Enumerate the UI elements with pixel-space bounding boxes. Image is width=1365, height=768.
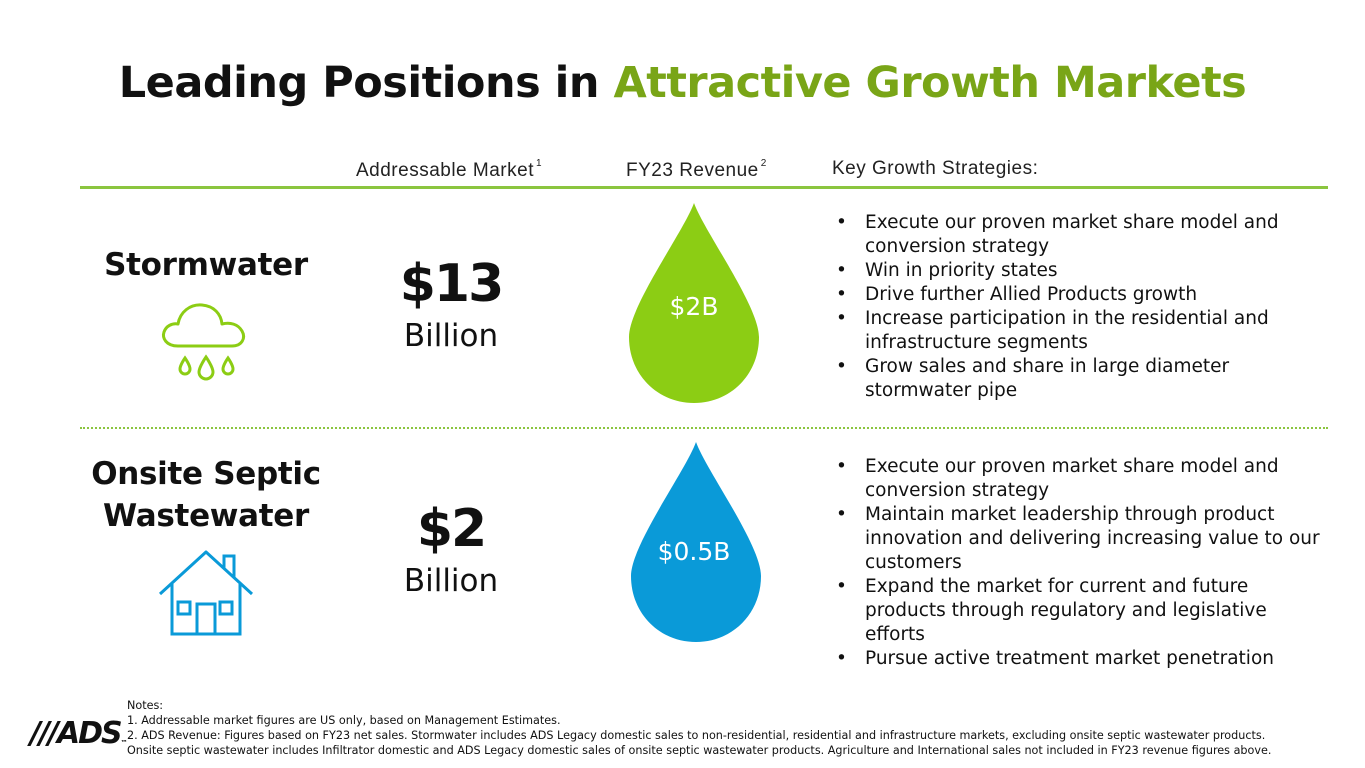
market-value-septic: $2 (416, 499, 487, 559)
list-item: Execute our proven market share model an… (832, 211, 1332, 259)
column-header-strategies: Key Growth Strategies: (832, 158, 1039, 179)
list-item: Pursue active treatment market penetrati… (832, 647, 1332, 671)
rain-cloud-icon (162, 303, 246, 381)
title-accent: Attractive Growth Markets (613, 58, 1247, 108)
strategy-list-septic: Execute our proven market share model an… (832, 455, 1332, 671)
revenue-drop-stormwater (629, 203, 759, 403)
note-line: 2. ADS Revenue: Figures based on FY23 ne… (127, 729, 1266, 742)
revenue-value-septic: $0.5B (657, 537, 731, 566)
market-unit-septic: Billion (403, 563, 499, 599)
list-item: Expand the market for current and future… (832, 575, 1332, 647)
header-divider (80, 186, 1328, 189)
list-item: Increase participation in the residentia… (832, 307, 1332, 355)
ads-logo: ///ADS™ (30, 716, 128, 751)
footnotes: Notes: 1. Addressable market figures are… (127, 698, 1352, 758)
revenue-value-stormwater: $2B (669, 292, 719, 321)
list-item: Win in priority states (832, 259, 1332, 283)
note-line: Onsite septic wastewater includes Infilt… (127, 744, 1272, 757)
market-unit-stormwater: Billion (403, 318, 499, 354)
list-item: Drive further Allied Products growth (832, 283, 1332, 307)
list-item: Execute our proven market share model an… (832, 455, 1332, 503)
house-icon (158, 550, 254, 636)
title-main: Leading Positions in (118, 58, 600, 108)
column-header-addressable-market: Addressable Market 1 (356, 158, 543, 181)
revenue-drop-septic (631, 442, 761, 642)
list-item: Maintain market leadership through produ… (832, 503, 1332, 575)
notes-heading: Notes: (127, 699, 164, 712)
segment-name-septic: Onsite Septic Wastewater (91, 456, 321, 534)
list-item: Grow sales and share in large diameter s… (832, 355, 1332, 403)
segment-divider (80, 427, 1328, 429)
segment-name-stormwater: Stormwater (104, 247, 308, 283)
column-header-revenue: FY23 Revenue 2 (626, 158, 767, 181)
note-line: 1. Addressable market figures are US onl… (127, 714, 561, 727)
market-value-stormwater: $13 (399, 254, 505, 314)
page-title: Leading Positions in Attractive Growth M… (0, 58, 1365, 108)
strategy-list-stormwater: Execute our proven market share model an… (832, 211, 1332, 403)
